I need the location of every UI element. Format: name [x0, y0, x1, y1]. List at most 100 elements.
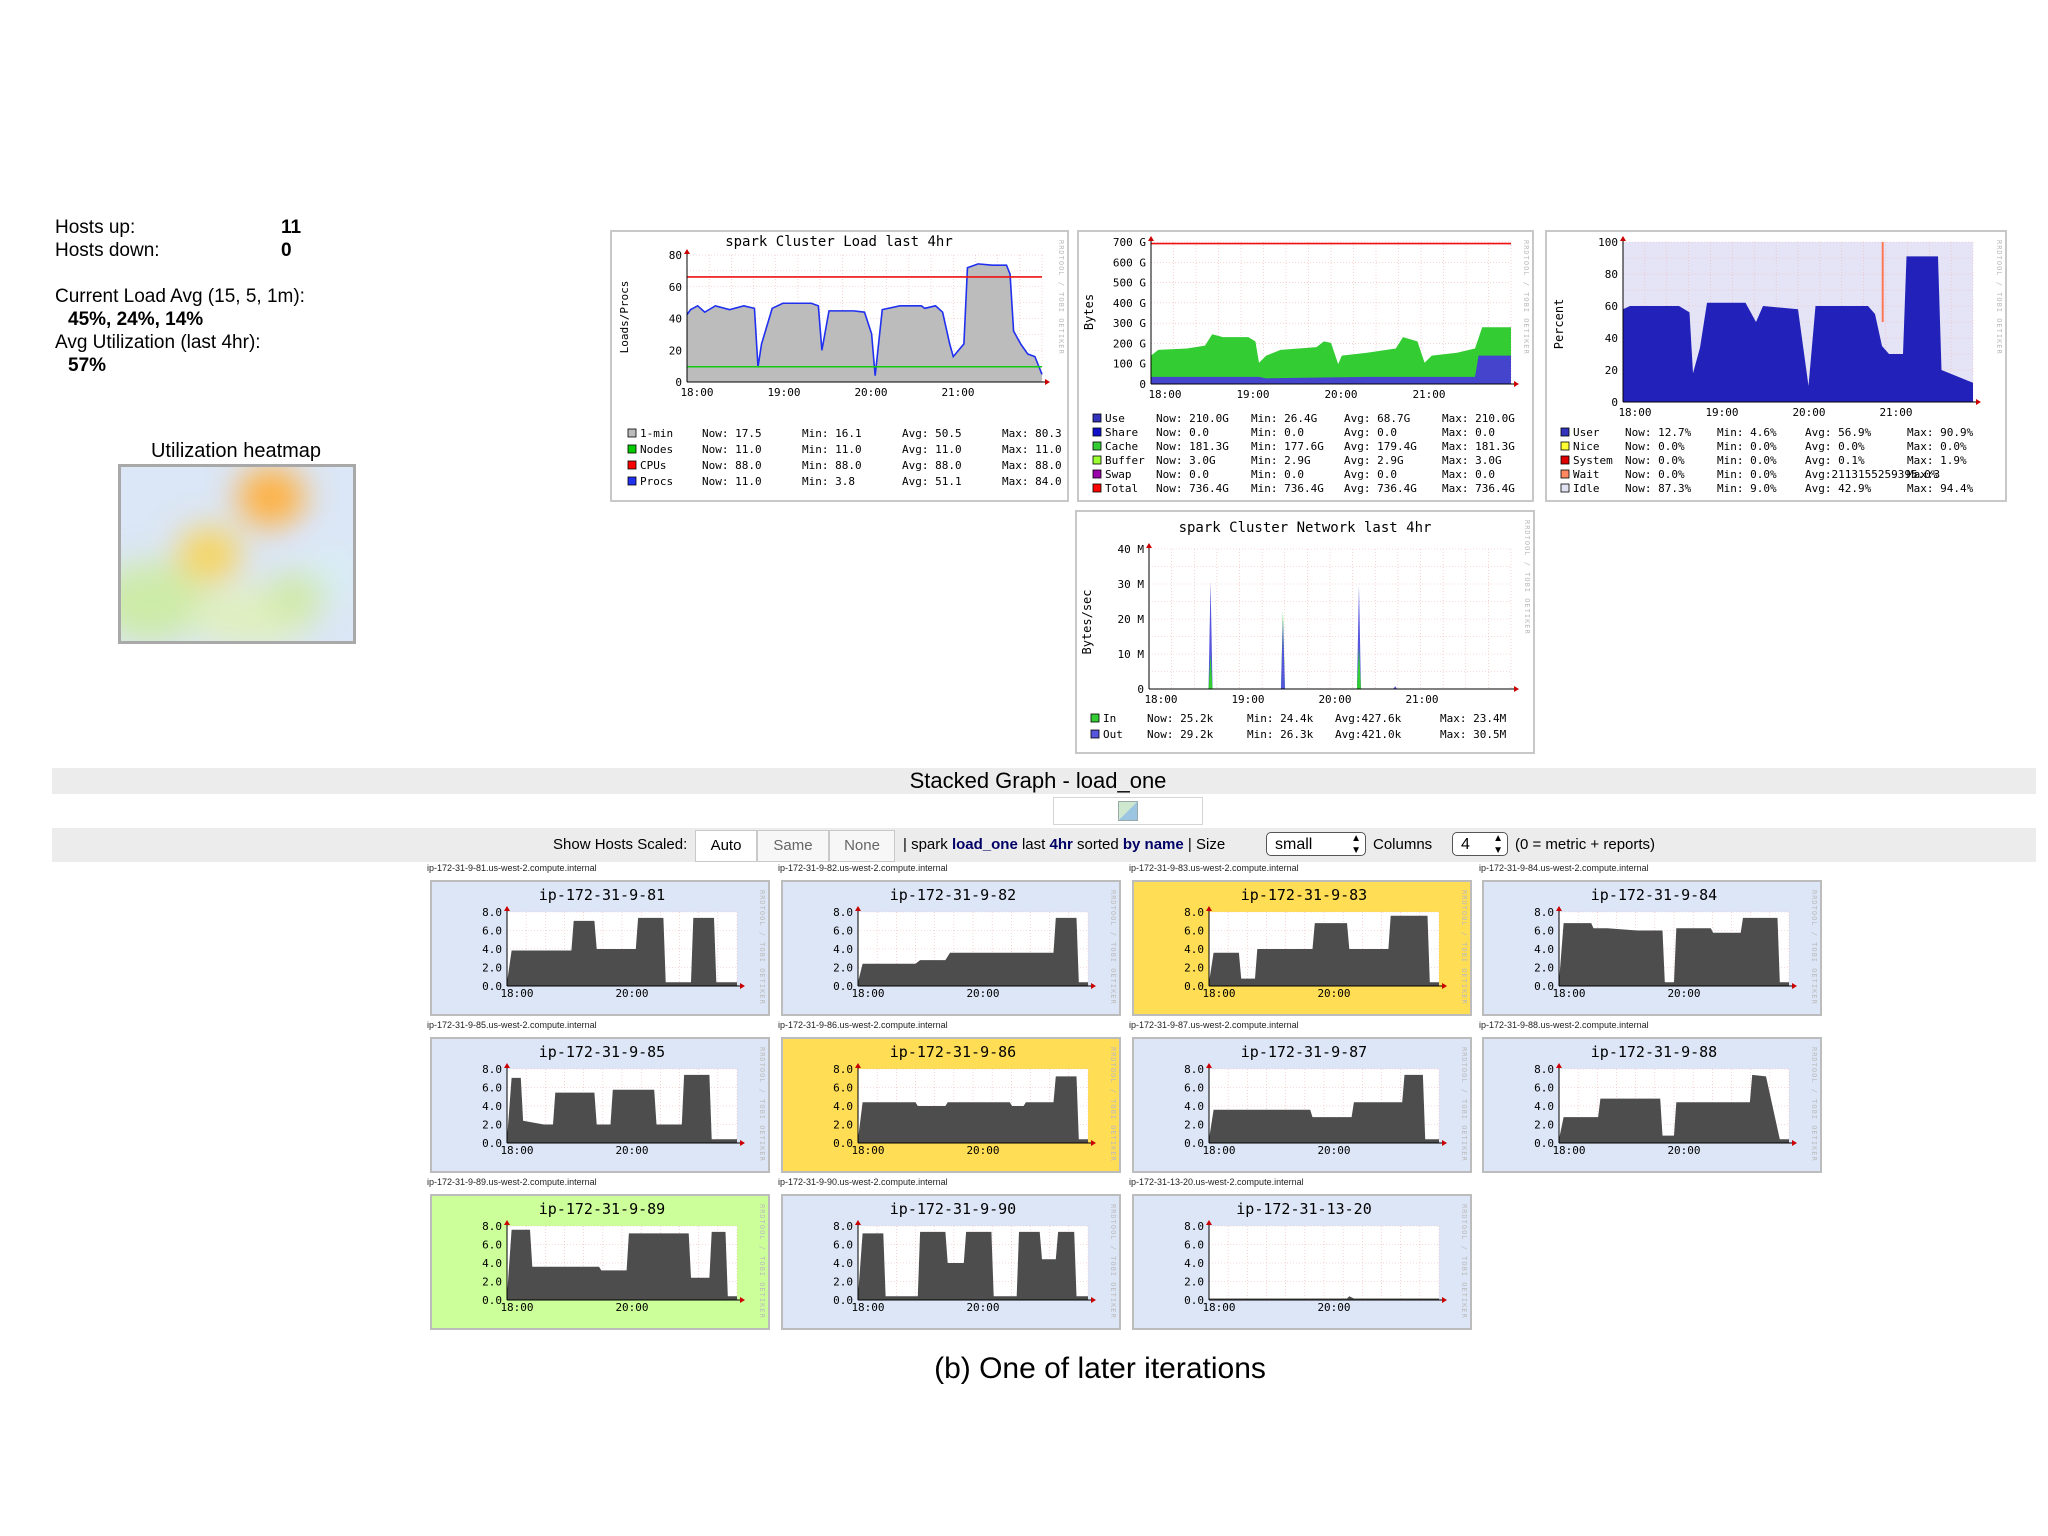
host-graph-ip-172-31-9-86[interactable]: 0.0 2.0 4.0 6.0 8.0 18:00 20:00 ip-172-31-9-86 R… [781, 1037, 1121, 1173]
legend-min: Min: 0.0 [1251, 426, 1304, 439]
legend-min: Min: 2.9G [1251, 454, 1311, 467]
legend-name: Buffer [1105, 454, 1145, 467]
legend-swatch [627, 460, 637, 470]
x-tick-label: 18:00 [851, 987, 884, 1000]
y-tick-label: 4.0 [482, 943, 502, 956]
host-fqdn-label[interactable]: ip-172-31-9-82.us-west-2.compute.interna… [778, 863, 948, 873]
legend-min: Min: 11.0 [802, 443, 862, 456]
y-tick-label: 400 G [1113, 297, 1146, 310]
cpu-graph[interactable]: Percent 0 20 40 60 80 100 18:00 19:00 20:00 21:00 U… [1545, 230, 2007, 502]
legend-now: Now: 12.7% [1625, 426, 1692, 439]
metric-name: load_one [951, 836, 1018, 853]
stacked-graph-image[interactable] [1053, 797, 1203, 825]
host-graph-ip-172-31-9-81[interactable]: 0.0 2.0 4.0 6.0 8.0 18:00 20:00 ip-172-31-9-81 R… [430, 880, 770, 1016]
legend-min: Min: 177.6G [1251, 440, 1324, 453]
legend-now: Now: 0.0 [1156, 468, 1209, 481]
memory-graph[interactable]: Bytes 0 100 G 200 G 300 G 400 G 500 G 600 G 700 … [1077, 230, 1534, 502]
y-tick-label: 2.0 [1534, 962, 1554, 975]
host-graph-ip-172-31-9-83[interactable]: 0.0 2.0 4.0 6.0 8.0 18:00 20:00 ip-172-31-9-83 R… [1132, 880, 1472, 1016]
host-fqdn-label[interactable]: ip-172-31-9-88.us-west-2.compute.interna… [1479, 1020, 1649, 1030]
legend-max: Max: 0.0 [1442, 468, 1495, 481]
host-fqdn-label[interactable]: ip-172-31-9-85.us-west-2.compute.interna… [427, 1020, 597, 1030]
y-tick-label: 6.0 [482, 1082, 502, 1095]
scale-auto-button[interactable]: Auto [695, 830, 757, 862]
load-graph[interactable]: spark Cluster Load last 4hr Loads/Procs 0 2… [610, 230, 1069, 502]
network-graph[interactable]: spark Cluster Network last 4hr Bytes/sec 0… [1075, 510, 1535, 754]
y-axis-arrow [855, 1063, 861, 1068]
host-fqdn-label[interactable]: ip-172-31-9-90.us-west-2.compute.interna… [778, 1177, 948, 1187]
host-fqdn-label[interactable]: ip-172-31-13-20.us-west-2.compute.intern… [1129, 1177, 1304, 1187]
host-fqdn-label[interactable]: ip-172-31-9-83.us-west-2.compute.interna… [1129, 863, 1299, 873]
host-graph-canvas: 0.0 2.0 4.0 6.0 8.0 18:00 20:00 [482, 1063, 745, 1157]
y-tick-label: 4.0 [833, 1100, 853, 1113]
y-tick-label: 2.0 [833, 1119, 853, 1132]
size-label: Size [1195, 836, 1226, 853]
x-tick-label: 20:00 [615, 1144, 648, 1157]
show-hosts-label: Show Hosts Scaled: [553, 836, 688, 853]
y-tick-label: 200 G [1113, 337, 1146, 350]
legend-max: Max: 3.0G [1442, 454, 1502, 467]
legend-avg: Avg: 179.4G [1344, 440, 1417, 453]
host-graph-ip-172-31-9-87[interactable]: 0.0 2.0 4.0 6.0 8.0 18:00 20:00 ip-172-31-9-87 R… [1132, 1037, 1472, 1173]
utilization-heatmap[interactable] [118, 464, 356, 644]
host-name: ip-172-31-9-83 [1240, 886, 1368, 904]
y-tick-label: 8.0 [1184, 906, 1204, 919]
host-graph-ip-172-31-9-90[interactable]: 0.0 2.0 4.0 6.0 8.0 18:00 20:00 ip-172-31-9-90 R… [781, 1194, 1121, 1330]
columns-select[interactable]: 4 ▲ ▼ [1452, 832, 1508, 856]
y-tick-label: 80 [1605, 268, 1618, 281]
host-graph-ip-172-31-9-84[interactable]: 0.0 2.0 4.0 6.0 8.0 18:00 20:00 ip-172-31-9-84 R… [1482, 880, 1822, 1016]
cache-area [1151, 327, 1511, 384]
host-name: ip-172-31-9-85 [538, 1043, 666, 1061]
x-tick-label: 19:00 [1705, 406, 1738, 419]
scale-none-button[interactable]: None [829, 830, 895, 862]
load-area [1209, 915, 1439, 986]
legend-now: Now: 736.4G [1156, 482, 1229, 495]
y-tick-label: 60 [1605, 300, 1618, 313]
host-graph-ip-172-31-9-85[interactable]: 0.0 2.0 4.0 6.0 8.0 18:00 20:00 ip-172-31-9-85 R… [430, 1037, 770, 1173]
cpu-graph-canvas: Percent 0 20 40 60 80 100 18:00 19:00 20:00 21:00 U… [1552, 236, 1981, 495]
y-tick-label: 4.0 [833, 1257, 853, 1270]
host-controls-bar [52, 828, 2036, 862]
host-fqdn-label[interactable]: ip-172-31-9-87.us-west-2.compute.interna… [1129, 1020, 1299, 1030]
y-tick-label: 0 [1611, 396, 1618, 409]
y-tick-label: 0.0 [1534, 980, 1554, 993]
x-tick-label: 18:00 [1202, 1144, 1235, 1157]
watermark: RRDTOOL / TOBI OETIKER [1810, 1047, 1818, 1162]
host-fqdn-label[interactable]: ip-172-31-9-81.us-west-2.compute.interna… [427, 863, 597, 873]
x-tick-label: 21:00 [1412, 388, 1445, 401]
legend-avg: Avg: 2.9G [1344, 454, 1404, 467]
legend-name: Cache [1105, 440, 1138, 453]
y-axis-arrow [855, 1220, 861, 1225]
scale-same-button[interactable]: Same [757, 830, 829, 862]
host-graph-ip-172-31-13-20[interactable]: 0.0 2.0 4.0 6.0 8.0 18:00 20:00 ip-172-31-13-20… [1132, 1194, 1472, 1330]
x-tick-label: 18:00 [1148, 388, 1181, 401]
legend-name: System [1573, 454, 1613, 467]
x-axis-arrow [1442, 1140, 1447, 1146]
hosts-up-label: Hosts up: [55, 217, 136, 238]
use-area [1151, 355, 1511, 384]
host-fqdn-label[interactable]: ip-172-31-9-86.us-west-2.compute.interna… [778, 1020, 948, 1030]
host-fqdn-label[interactable]: ip-172-31-9-89.us-west-2.compute.interna… [427, 1177, 597, 1187]
x-tick-label: 18:00 [1202, 987, 1235, 1000]
size-select[interactable]: small ▲ ▼ [1266, 832, 1366, 856]
sort-order: by name [1122, 836, 1184, 853]
host-graph-canvas: 0.0 2.0 4.0 6.0 8.0 18:00 20:00 [482, 1220, 745, 1314]
legend-avg: Avg: 56.9% [1805, 426, 1872, 439]
legend-min: Min: 88.0 [802, 459, 862, 472]
graph-title: spark Cluster Network last 4hr [1179, 520, 1432, 536]
host-graph-ip-172-31-9-82[interactable]: 0.0 2.0 4.0 6.0 8.0 18:00 20:00 ip-172-31-9-82 R… [781, 880, 1121, 1016]
y-tick-label: 8.0 [1184, 1063, 1204, 1076]
broken-image-icon [1118, 801, 1138, 821]
watermark: RRDTOOL / TOBI OETIKER [1810, 890, 1818, 1005]
host-name: ip-172-31-9-82 [889, 886, 1017, 904]
legend-name: CPUs [640, 459, 667, 472]
host-graph-ip-172-31-9-89[interactable]: 0.0 2.0 4.0 6.0 8.0 18:00 20:00 ip-172-31-9-89 R… [430, 1194, 770, 1330]
y-tick-label: 6.0 [1534, 925, 1554, 938]
y-tick-label: 0.0 [833, 1294, 853, 1307]
host-graph-ip-172-31-9-88[interactable]: 0.0 2.0 4.0 6.0 8.0 18:00 20:00 ip-172-31-9-88 R… [1482, 1037, 1822, 1173]
load-area [1209, 1296, 1439, 1300]
load-area [858, 1076, 1088, 1143]
metric-description: | spark load_one last 4hr sorted by name… [903, 828, 1225, 862]
watermark: RRDTOOL / TOBI OETIKER [1460, 890, 1468, 1005]
host-fqdn-label[interactable]: ip-172-31-9-84.us-west-2.compute.interna… [1479, 863, 1649, 873]
